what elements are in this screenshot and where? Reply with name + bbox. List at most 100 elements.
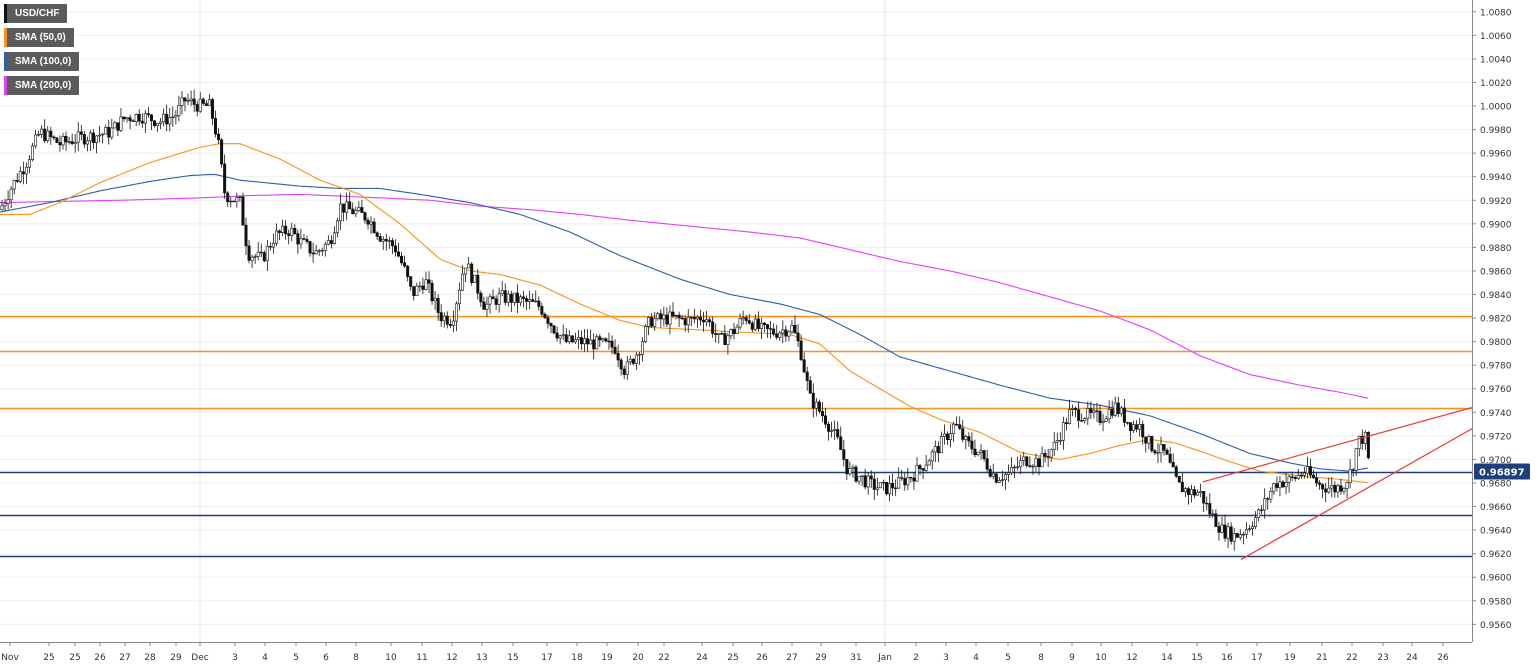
candle-body-down <box>985 458 989 470</box>
candle-body-up <box>189 98 193 101</box>
date-tick-label: 6 <box>323 653 329 663</box>
candle <box>238 195 242 202</box>
trendlines <box>1202 407 1473 561</box>
candle-body-up <box>0 205 4 210</box>
candle-body-down <box>1217 526 1221 533</box>
candle <box>564 327 568 344</box>
candle-body-up <box>433 298 437 302</box>
candle <box>924 455 928 472</box>
candle-body-down <box>259 251 263 254</box>
candle-body-down <box>201 98 205 104</box>
candle-body-down <box>116 122 120 131</box>
candle <box>116 122 120 137</box>
candle-body-down <box>1366 432 1370 459</box>
candle <box>787 330 791 342</box>
candle <box>1110 400 1114 419</box>
candle <box>903 472 907 491</box>
candle-body-down <box>375 232 379 237</box>
candle <box>1254 511 1258 530</box>
date-tick-label: 4 <box>973 653 979 663</box>
candle <box>1211 509 1215 518</box>
candle <box>1342 486 1346 495</box>
candle-body-down <box>311 252 315 255</box>
candle-body-up <box>1040 453 1044 468</box>
candle <box>1046 448 1050 467</box>
candle-body-up <box>256 251 260 257</box>
date-tick-label: 20 <box>632 653 644 663</box>
candle-body-down <box>884 481 888 495</box>
candle-body-down <box>525 298 529 302</box>
candle <box>1037 456 1041 476</box>
candle-body-down <box>1150 436 1154 452</box>
candle-body-down <box>406 265 410 277</box>
candle <box>525 295 529 311</box>
candle-body-up <box>34 134 38 147</box>
candle <box>360 199 364 213</box>
candle-body-up <box>561 334 565 337</box>
candle <box>619 357 623 376</box>
candle-body-down <box>543 313 547 318</box>
candle-body-down <box>192 98 196 105</box>
date-tick-label: 17 <box>1251 653 1262 663</box>
candle <box>470 262 474 286</box>
candle <box>900 469 904 481</box>
candle <box>37 130 41 137</box>
candle <box>698 309 702 326</box>
candle <box>1315 472 1319 487</box>
candle-body-up <box>1019 460 1023 468</box>
price-axis[interactable]: 1.0080 1.0060 1.0040 1.0020 1.0000 0.9980 0.99… <box>1472 0 1512 642</box>
candle <box>156 123 160 132</box>
candle <box>1171 453 1175 468</box>
date-tick-label: 9 <box>1069 653 1075 663</box>
price-tick-label: 0.9580 <box>1480 597 1512 607</box>
candle <box>744 315 748 325</box>
candle-body-up <box>250 256 254 261</box>
candle <box>207 94 211 106</box>
candle <box>921 467 925 480</box>
legend-item-sma50[interactable]: SMA (50,0) <box>4 28 74 47</box>
candle <box>604 337 608 343</box>
candle <box>601 337 605 343</box>
candle <box>1177 475 1181 483</box>
candle <box>942 424 946 445</box>
candle <box>396 242 400 258</box>
candle-body-up <box>314 250 318 255</box>
candle <box>863 468 867 490</box>
candle-body-down <box>823 415 827 425</box>
candle-body-up <box>875 487 879 490</box>
legend-item-sma100[interactable]: SMA (100,0) <box>4 52 80 71</box>
candle <box>268 242 272 251</box>
candle <box>131 119 135 122</box>
candle <box>1098 404 1102 426</box>
candle <box>552 325 556 335</box>
candle <box>92 129 96 149</box>
candle <box>1077 401 1081 429</box>
candle <box>686 309 690 333</box>
candle <box>418 281 422 292</box>
candle-body-up <box>134 113 138 122</box>
candle <box>964 434 968 450</box>
legend-item-sma200[interactable]: SMA (200,0) <box>4 76 80 95</box>
candle <box>393 239 397 257</box>
candle <box>543 312 547 320</box>
candle <box>1193 485 1197 499</box>
date-tick-label: 16 <box>1221 653 1233 663</box>
candle <box>104 124 108 135</box>
candle-body-down <box>448 324 452 326</box>
candle-body-down <box>1074 408 1078 411</box>
candle-body-down <box>711 321 715 334</box>
candle <box>189 90 193 106</box>
candle-body-down <box>214 118 218 135</box>
candle-body-down <box>149 114 153 122</box>
date-axis[interactable]: Nov 25 25 26 27 28 29 Dec 3 4 5 6 8 10 11 12 13 15 17 18 19 2… <box>0 642 1472 663</box>
candle-body-down <box>403 262 407 267</box>
candle-body-down <box>796 332 800 342</box>
candle <box>6 190 10 210</box>
candle <box>1061 416 1065 450</box>
date-tick-label: 24 <box>696 653 708 663</box>
date-tick-label: 26 <box>1437 653 1449 663</box>
candle <box>592 333 596 360</box>
legend-item-symbol[interactable]: USD/CHF <box>4 4 68 23</box>
price-tick-label: 1.0060 <box>1480 32 1512 42</box>
